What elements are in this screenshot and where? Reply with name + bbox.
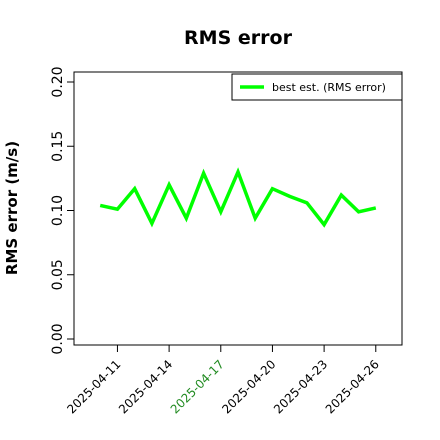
x-axis: 2025-04-112025-04-142025-04-172025-04-20… — [64, 345, 382, 416]
y-tick-label: 0.00 — [50, 323, 66, 354]
y-axis-label: RMS error (m/s) — [3, 141, 21, 275]
y-axis: 0.00 0.05 0.10 0.15 0.20 — [50, 66, 74, 355]
x-tick-label: 2025-04-26 — [323, 357, 382, 416]
series-layer — [99, 167, 377, 228]
plot-area — [73, 71, 403, 346]
y-tick-label: 0.10 — [50, 195, 66, 226]
y-tick-label: 0.05 — [50, 259, 66, 290]
x-tick-label: 2025-04-23 — [271, 357, 330, 416]
series-line — [99, 167, 377, 228]
legend-label: best est. (RMS error) — [272, 81, 386, 94]
y-tick-label: 0.20 — [50, 66, 66, 97]
y-tick-label: 0.15 — [50, 131, 66, 162]
x-tick-label: 2025-04-17 — [168, 357, 227, 416]
x-tick-label: 2025-04-11 — [64, 357, 123, 416]
chart-title: RMS error — [184, 27, 293, 49]
x-tick-label: 2025-04-14 — [116, 357, 175, 416]
x-tick-label: 2025-04-20 — [219, 357, 278, 416]
legend: best est. (RMS error) — [231, 73, 403, 101]
